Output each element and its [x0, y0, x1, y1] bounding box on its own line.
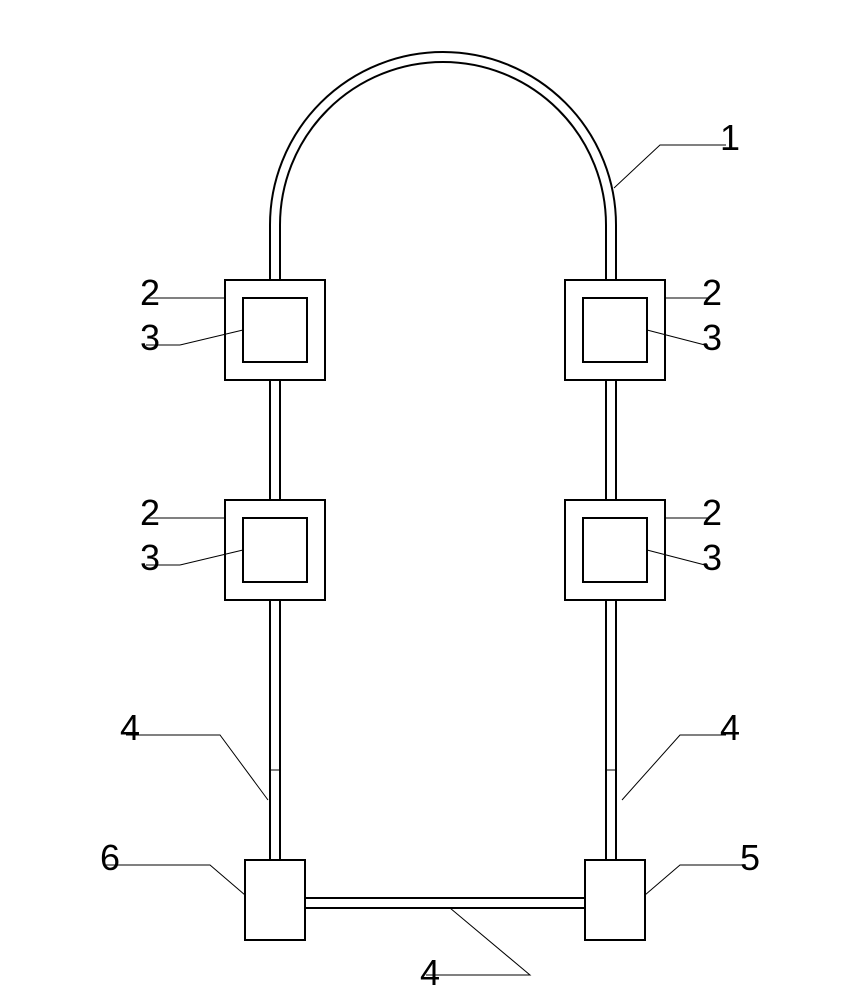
box-upper-left: [225, 280, 325, 380]
leader-10: [622, 735, 720, 800]
leader-13: [450, 908, 530, 975]
ref-label-3: 3: [140, 537, 160, 578]
ref-label-2: 2: [702, 272, 722, 313]
technical-diagram: 12323232344654: [0, 0, 856, 1000]
ref-label-5: 5: [740, 837, 760, 878]
leader-9: [160, 735, 268, 800]
ref-label-4: 4: [120, 707, 140, 748]
arch-outer: [270, 52, 616, 860]
leader-11: [140, 865, 245, 895]
box-upper-right: [565, 280, 665, 380]
ref-label-3: 3: [140, 317, 160, 358]
ref-label-4: 4: [720, 707, 740, 748]
base-right-base: [585, 860, 645, 940]
ref-label-2: 2: [702, 492, 722, 533]
arch-inner: [280, 62, 606, 860]
leader-0: [614, 145, 700, 188]
box-lower-right: [565, 500, 665, 600]
ref-label-6: 6: [100, 837, 120, 878]
ref-label-3: 3: [702, 317, 722, 358]
ref-label-3: 3: [702, 537, 722, 578]
leader-12: [645, 865, 740, 895]
box-lower-left: [225, 500, 325, 600]
ref-label-1: 1: [720, 117, 740, 158]
ref-label-4: 4: [420, 952, 440, 993]
ref-label-2: 2: [140, 272, 160, 313]
ref-label-2: 2: [140, 492, 160, 533]
base-left-base: [245, 860, 305, 940]
